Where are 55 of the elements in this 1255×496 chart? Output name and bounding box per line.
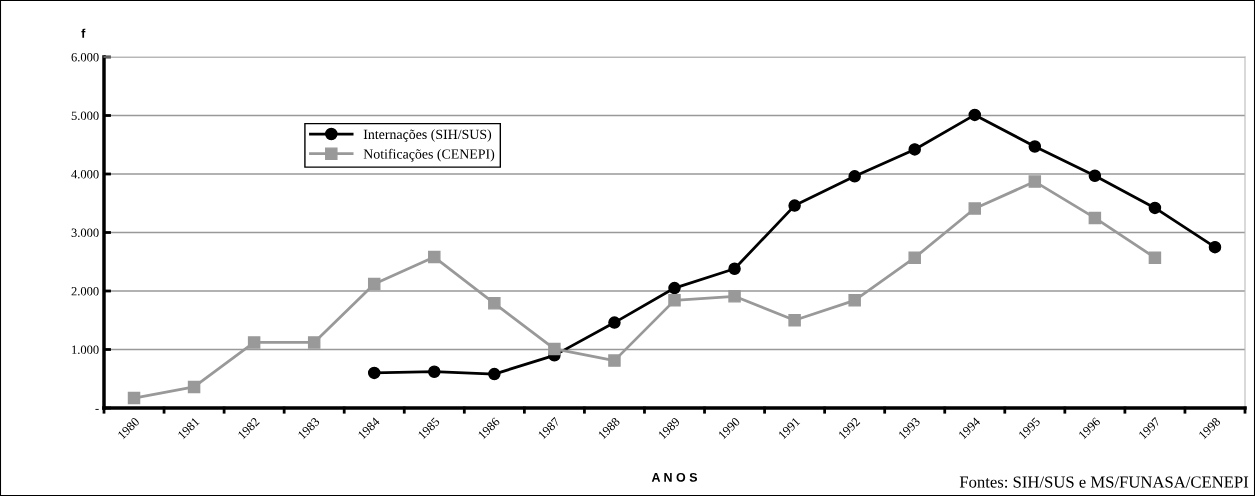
- y-tick-label: 3.000: [71, 228, 99, 238]
- x-tick-label: 1983: [297, 416, 321, 440]
- point: [367, 277, 381, 291]
- point: [908, 251, 921, 264]
- y-tick-label: -: [95, 408, 99, 410]
- x-tick-label: 1988: [597, 416, 621, 440]
- point: [488, 367, 501, 381]
- point: [428, 250, 441, 264]
- text: Fontes: SIH/SUS e MS/FUNASA/CENEPI: [959, 476, 1249, 488]
- point: [1148, 201, 1162, 215]
- y-tick-label: 4.000: [71, 170, 99, 179]
- point: [608, 316, 621, 329]
- point: [788, 199, 801, 212]
- point: [728, 262, 741, 276]
- point: [1208, 240, 1222, 254]
- point: [968, 202, 982, 215]
- x-axis-title: A N O S: [651, 472, 698, 482]
- point: [1088, 169, 1102, 183]
- point: [668, 294, 681, 307]
- point: [488, 297, 501, 310]
- point: [428, 365, 441, 378]
- y-tick-label: 6.000: [71, 53, 99, 62]
- point: [1148, 251, 1162, 264]
- point: [127, 391, 141, 405]
- point: [548, 342, 561, 356]
- x-tick-label: 1998: [1198, 416, 1221, 440]
- point: [367, 366, 381, 380]
- x-tick-label: 1982: [237, 417, 260, 440]
- point: [728, 290, 741, 303]
- point: [788, 313, 801, 327]
- legend-label: Internações (SIH/SUS): [363, 129, 492, 142]
- x-tick-label: 1991: [777, 417, 801, 440]
- point: [848, 294, 861, 307]
- point: [187, 380, 201, 394]
- legend-label: Notificações (CENEPI): [363, 148, 495, 162]
- point: [848, 170, 861, 183]
- point: [668, 281, 681, 295]
- point: [1088, 211, 1102, 225]
- y-axis-title: f: [81, 28, 86, 38]
- x-tick-label: 1993: [898, 416, 921, 440]
- point: [1028, 175, 1042, 188]
- point: [968, 108, 982, 122]
- point: [908, 143, 921, 156]
- y-tick-label: 1.000: [72, 345, 99, 355]
- point: [608, 354, 621, 367]
- x-tick-label: 1990: [717, 416, 741, 440]
- y-tick-label: 5.000: [71, 111, 99, 121]
- point: [1028, 140, 1042, 153]
- x-tick-label: 1989: [657, 416, 681, 440]
- point: [307, 336, 321, 349]
- x-tick-label: 1981: [177, 417, 200, 440]
- point: [247, 336, 261, 349]
- x-tick-label: 1992: [838, 417, 861, 440]
- y-tick-label: 2.000: [71, 287, 99, 296]
- x-tick-label: 1980: [117, 416, 140, 440]
